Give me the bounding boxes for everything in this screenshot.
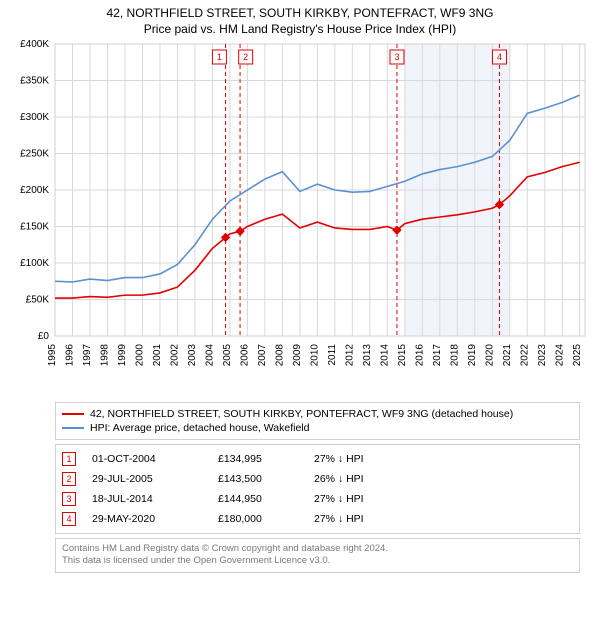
x-tick-label: 2023	[537, 344, 548, 367]
x-tick-label: 1995	[47, 344, 58, 367]
line-chart-svg: £0 £50K £100K £150K £200K £250K £300K £350K £400…	[0, 36, 600, 396]
event-date: 29-JUL-2005	[92, 473, 212, 485]
x-tick-label: 2001	[152, 344, 163, 367]
event-price: £134,995	[218, 453, 308, 465]
event-marker-box: 2	[62, 472, 76, 486]
event-row: 4 29-MAY-2020 £180,000 27% ↓ HPI	[62, 509, 573, 529]
x-tick-label: 2014	[379, 344, 390, 367]
x-tick-label: 2006	[239, 344, 250, 367]
x-tick-label: 2004	[204, 344, 215, 367]
y-tick-label: £300K	[20, 112, 49, 123]
x-tick-label: 2019	[467, 344, 478, 367]
event-row: 3 18-JUL-2014 £144,950 27% ↓ HPI	[62, 489, 573, 509]
event-delta: 27% ↓ HPI	[314, 453, 414, 465]
event-label-num: 1	[217, 52, 222, 62]
x-tick-label: 2000	[134, 344, 145, 367]
legend-label: 42, NORTHFIELD STREET, SOUTH KIRKBY, PON…	[90, 408, 513, 420]
event-label-num: 2	[243, 52, 248, 62]
x-tick-label: 2007	[257, 344, 268, 367]
chart-titles: 42, NORTHFIELD STREET, SOUTH KIRKBY, PON…	[0, 0, 600, 36]
event-label-num: 4	[497, 52, 502, 62]
x-tick-label: 2025	[572, 344, 583, 367]
legend-row: 42, NORTHFIELD STREET, SOUTH KIRKBY, PON…	[62, 407, 573, 421]
x-tick-label: 2003	[187, 344, 198, 367]
y-tick-label: £200K	[20, 185, 49, 196]
footer-attribution: Contains HM Land Registry data © Crown c…	[55, 538, 580, 573]
title-address: 42, NORTHFIELD STREET, SOUTH KIRKBY, PON…	[0, 6, 600, 20]
y-tick-label: £350K	[20, 76, 49, 87]
event-label-num: 3	[394, 52, 399, 62]
x-tick-label: 1997	[82, 344, 93, 367]
y-tick-label: £400K	[20, 39, 49, 50]
y-tick-label: £150K	[20, 222, 49, 233]
x-tick-label: 2010	[309, 344, 320, 367]
x-tick-label: 2011	[327, 344, 338, 366]
event-row: 2 29-JUL-2005 £143,500 26% ↓ HPI	[62, 469, 573, 489]
y-tick-label: £50K	[26, 295, 50, 306]
x-tick-label: 2015	[397, 344, 408, 367]
event-date: 29-MAY-2020	[92, 513, 212, 525]
event-row: 1 01-OCT-2004 £134,995 27% ↓ HPI	[62, 449, 573, 469]
legend-row: HPI: Average price, detached house, Wake…	[62, 421, 573, 435]
event-delta: 27% ↓ HPI	[314, 493, 414, 505]
x-tick-label: 2016	[414, 344, 425, 367]
event-price: £143,500	[218, 473, 308, 485]
legend-label: HPI: Average price, detached house, Wake…	[90, 422, 309, 434]
events-table: 1 01-OCT-2004 £134,995 27% ↓ HPI 2 29-JUL-200…	[55, 444, 580, 534]
x-tick-label: 1998	[99, 344, 110, 367]
x-tick-label: 2018	[449, 344, 460, 367]
chart-area: £0 £50K £100K £150K £200K £250K £300K £350K £400…	[0, 36, 600, 396]
legend-swatch	[62, 427, 84, 429]
y-tick-label: £0	[38, 331, 50, 342]
x-tick-label: 2022	[519, 344, 530, 367]
sale-marker	[236, 227, 244, 235]
x-tick-label: 2002	[169, 344, 180, 367]
x-tick-label: 2017	[432, 344, 443, 367]
legend-swatch	[62, 413, 84, 415]
x-tick-label: 2012	[344, 344, 355, 367]
y-tick-label: £100K	[20, 258, 49, 269]
event-delta: 26% ↓ HPI	[314, 473, 414, 485]
x-tick-label: 2021	[502, 344, 513, 367]
x-tick-label: 2009	[292, 344, 303, 367]
x-tick-label: 2013	[362, 344, 373, 367]
event-date: 18-JUL-2014	[92, 493, 212, 505]
footer-line1: Contains HM Land Registry data © Crown c…	[62, 543, 573, 555]
x-tick-label: 2024	[554, 344, 565, 367]
x-tick-label: 2008	[274, 344, 285, 367]
x-tick-label: 1999	[117, 344, 128, 367]
event-marker-box: 1	[62, 452, 76, 466]
x-tick-label: 2005	[222, 344, 233, 367]
x-tick-label: 2020	[484, 344, 495, 367]
event-marker-box: 3	[62, 492, 76, 506]
event-delta: 27% ↓ HPI	[314, 513, 414, 525]
event-date: 01-OCT-2004	[92, 453, 212, 465]
legend: 42, NORTHFIELD STREET, SOUTH KIRKBY, PON…	[55, 402, 580, 440]
footer-line2: This data is licensed under the Open Gov…	[62, 555, 573, 567]
title-subtitle: Price paid vs. HM Land Registry's House …	[0, 22, 600, 36]
event-price: £144,950	[218, 493, 308, 505]
y-tick-label: £250K	[20, 149, 49, 160]
event-price: £180,000	[218, 513, 308, 525]
event-marker-box: 4	[62, 512, 76, 526]
x-tick-label: 1996	[64, 344, 75, 367]
